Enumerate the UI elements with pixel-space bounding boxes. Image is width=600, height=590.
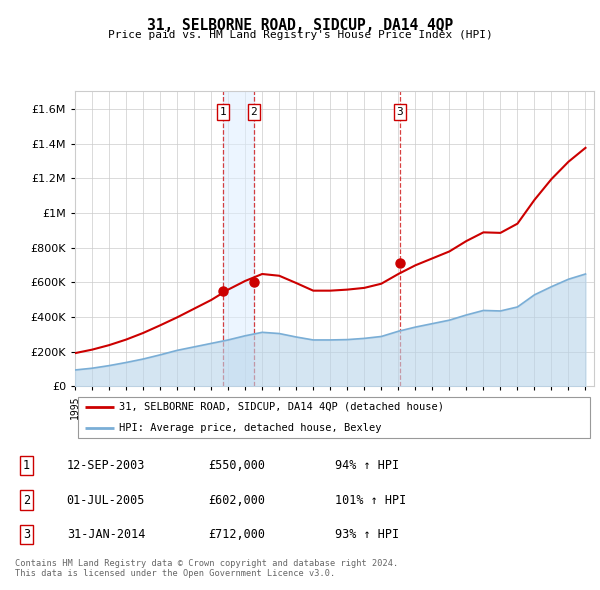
Text: 31-JAN-2014: 31-JAN-2014 <box>67 528 145 541</box>
Text: 31, SELBORNE ROAD, SIDCUP, DA14 4QP (detached house): 31, SELBORNE ROAD, SIDCUP, DA14 4QP (det… <box>119 402 444 412</box>
Text: 2: 2 <box>250 107 257 117</box>
Text: 101% ↑ HPI: 101% ↑ HPI <box>335 493 406 507</box>
Text: 2: 2 <box>23 493 30 507</box>
Text: 93% ↑ HPI: 93% ↑ HPI <box>335 528 398 541</box>
Text: 01-JUL-2005: 01-JUL-2005 <box>67 493 145 507</box>
Text: 3: 3 <box>23 528 30 541</box>
Text: Price paid vs. HM Land Registry's House Price Index (HPI): Price paid vs. HM Land Registry's House … <box>107 30 493 40</box>
Text: £602,000: £602,000 <box>208 493 265 507</box>
Text: This data is licensed under the Open Government Licence v3.0.: This data is licensed under the Open Gov… <box>15 569 335 578</box>
Text: Contains HM Land Registry data © Crown copyright and database right 2024.: Contains HM Land Registry data © Crown c… <box>15 559 398 568</box>
Text: 12-SEP-2003: 12-SEP-2003 <box>67 459 145 472</box>
Text: HPI: Average price, detached house, Bexley: HPI: Average price, detached house, Bexl… <box>119 423 382 433</box>
Text: 1: 1 <box>23 459 30 472</box>
Text: £712,000: £712,000 <box>208 528 265 541</box>
FancyBboxPatch shape <box>77 397 590 438</box>
Text: 3: 3 <box>396 107 403 117</box>
Text: £550,000: £550,000 <box>208 459 265 472</box>
Text: 94% ↑ HPI: 94% ↑ HPI <box>335 459 398 472</box>
Text: 1: 1 <box>220 107 226 117</box>
Text: 31, SELBORNE ROAD, SIDCUP, DA14 4QP: 31, SELBORNE ROAD, SIDCUP, DA14 4QP <box>147 18 453 32</box>
Bar <box>223 91 254 386</box>
